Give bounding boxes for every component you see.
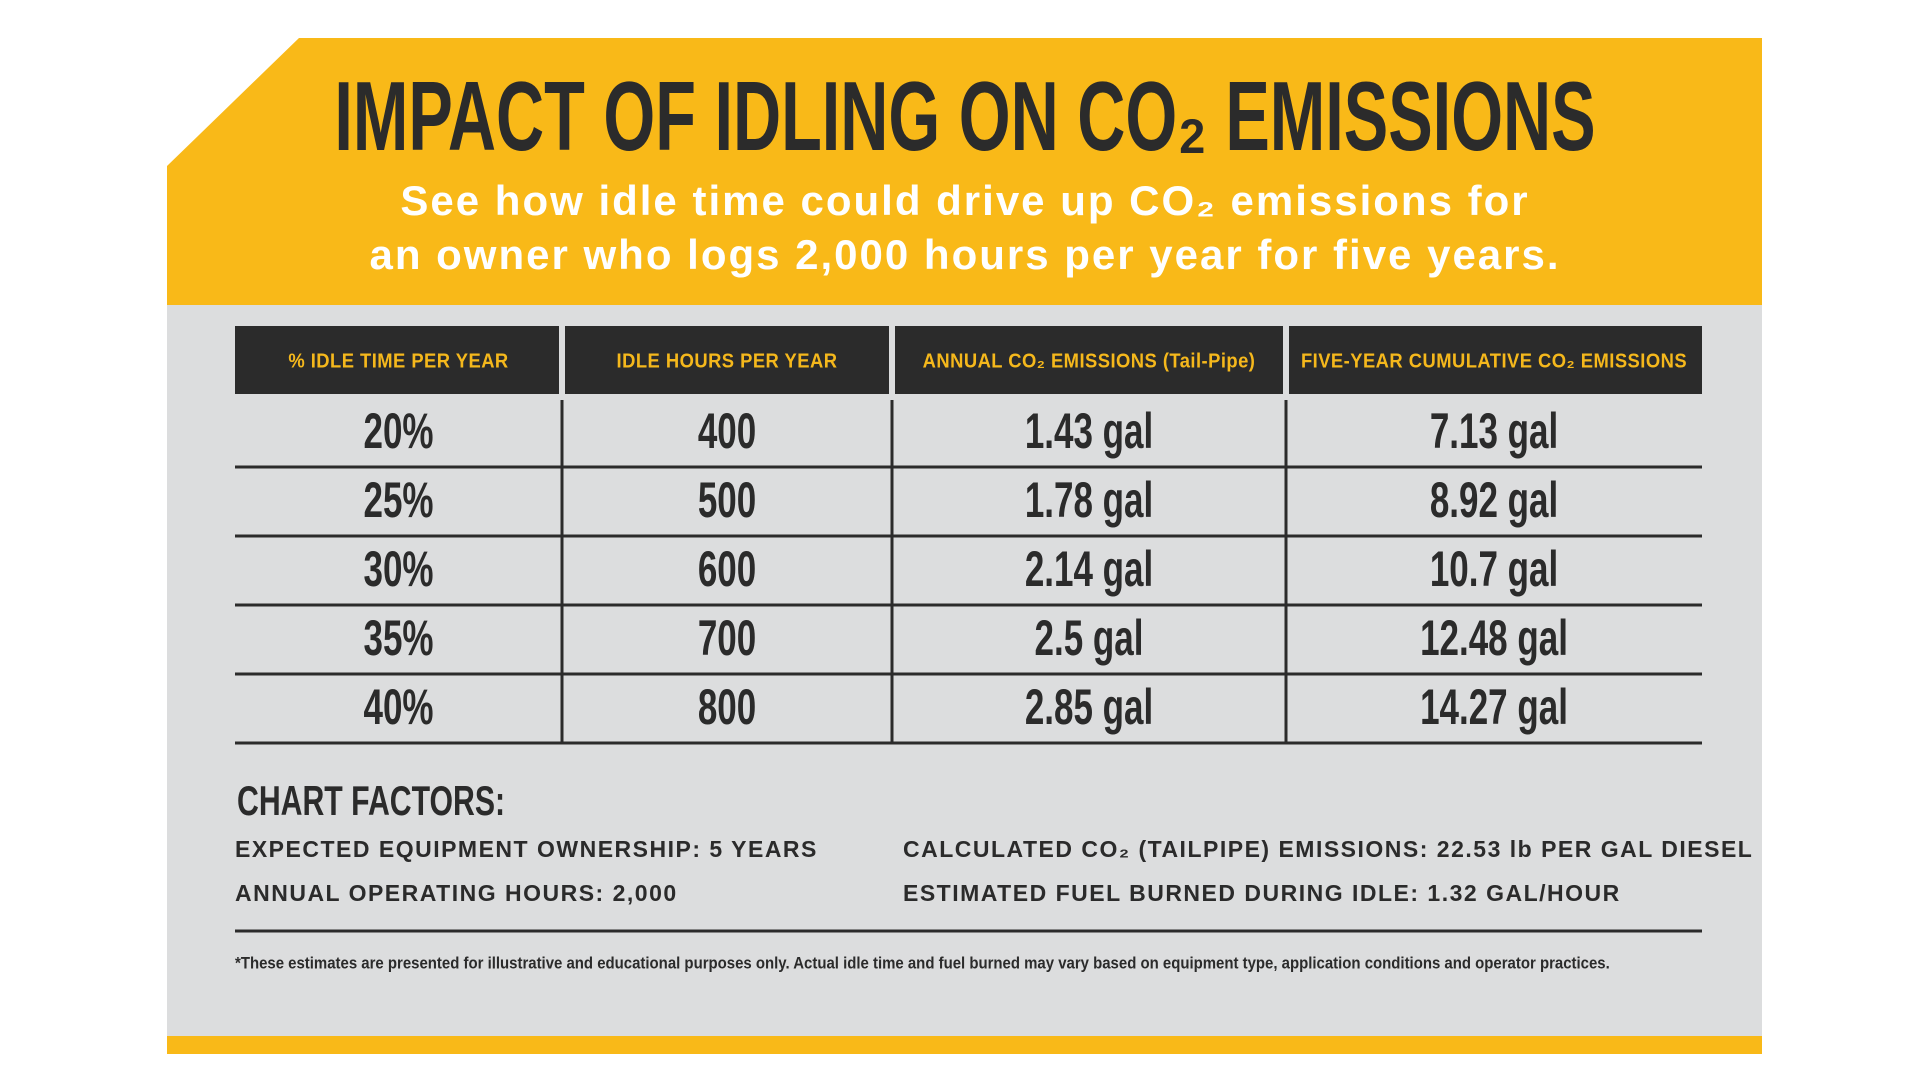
table-cell: 2.14 gal xyxy=(1025,542,1153,598)
table-cell: 700 xyxy=(698,611,756,667)
card-body xyxy=(167,300,1762,1054)
column-header xyxy=(235,326,559,394)
table-cell: 40% xyxy=(363,680,433,736)
factor-item: CALCULATED CO₂ (TAILPIPE) EMISSIONS: 22.… xyxy=(903,836,1753,862)
column-header xyxy=(895,326,1283,394)
table-cell: 20% xyxy=(363,404,433,460)
factor-item: ANNUAL OPERATING HOURS: 2,000 xyxy=(235,880,678,906)
header-band xyxy=(167,38,1762,305)
table-cell: 25% xyxy=(363,473,433,529)
factors-heading: CHART FACTORS: xyxy=(237,777,505,824)
table-cell: 35% xyxy=(363,611,433,667)
table-cell: 1.78 gal xyxy=(1025,473,1153,529)
table-cell: 10.7 gal xyxy=(1430,542,1558,598)
table-cell: 2.85 gal xyxy=(1025,680,1153,736)
column-header xyxy=(1289,326,1702,394)
table-cell: 1.43 gal xyxy=(1025,404,1153,460)
table-cell: 14.27 gal xyxy=(1420,680,1568,736)
table-cell: 500 xyxy=(698,473,756,529)
table-cell: 30% xyxy=(363,542,433,598)
factor-item: ESTIMATED FUEL BURNED DURING IDLE: 1.32 … xyxy=(903,880,1621,906)
table-cell: 800 xyxy=(698,680,756,736)
column-header xyxy=(565,326,889,394)
column-header-label: ANNUAL CO₂ EMISSIONS (Tail-Pipe) xyxy=(923,351,1256,373)
table-cell: 400 xyxy=(698,404,756,460)
table-cell: 600 xyxy=(698,542,756,598)
column-header-label: % IDLE TIME PER YEAR xyxy=(288,351,508,373)
table-cell: 12.48 gal xyxy=(1420,611,1568,667)
title: IMPACT OF IDLING ON CO₂ EMISSIONS xyxy=(334,61,1595,171)
table-cell: 8.92 gal xyxy=(1430,473,1558,529)
footnote: *These estimates are presented for illus… xyxy=(235,955,1610,973)
column-header-label: FIVE-YEAR CUMULATIVE CO₂ EMISSIONS xyxy=(1301,351,1687,373)
table-cell: 2.5 gal xyxy=(1035,611,1144,667)
column-header-label: IDLE HOURS PER YEAR xyxy=(617,351,838,373)
subtitle-line: an owner who logs 2,000 hours per year f… xyxy=(369,231,1560,278)
footer-stripe xyxy=(167,1036,1762,1054)
subtitle-line: See how idle time could drive up CO₂ emi… xyxy=(400,177,1529,224)
factor-item: EXPECTED EQUIPMENT OWNERSHIP: 5 YEARS xyxy=(235,836,818,862)
table-cell: 7.13 gal xyxy=(1430,404,1558,460)
